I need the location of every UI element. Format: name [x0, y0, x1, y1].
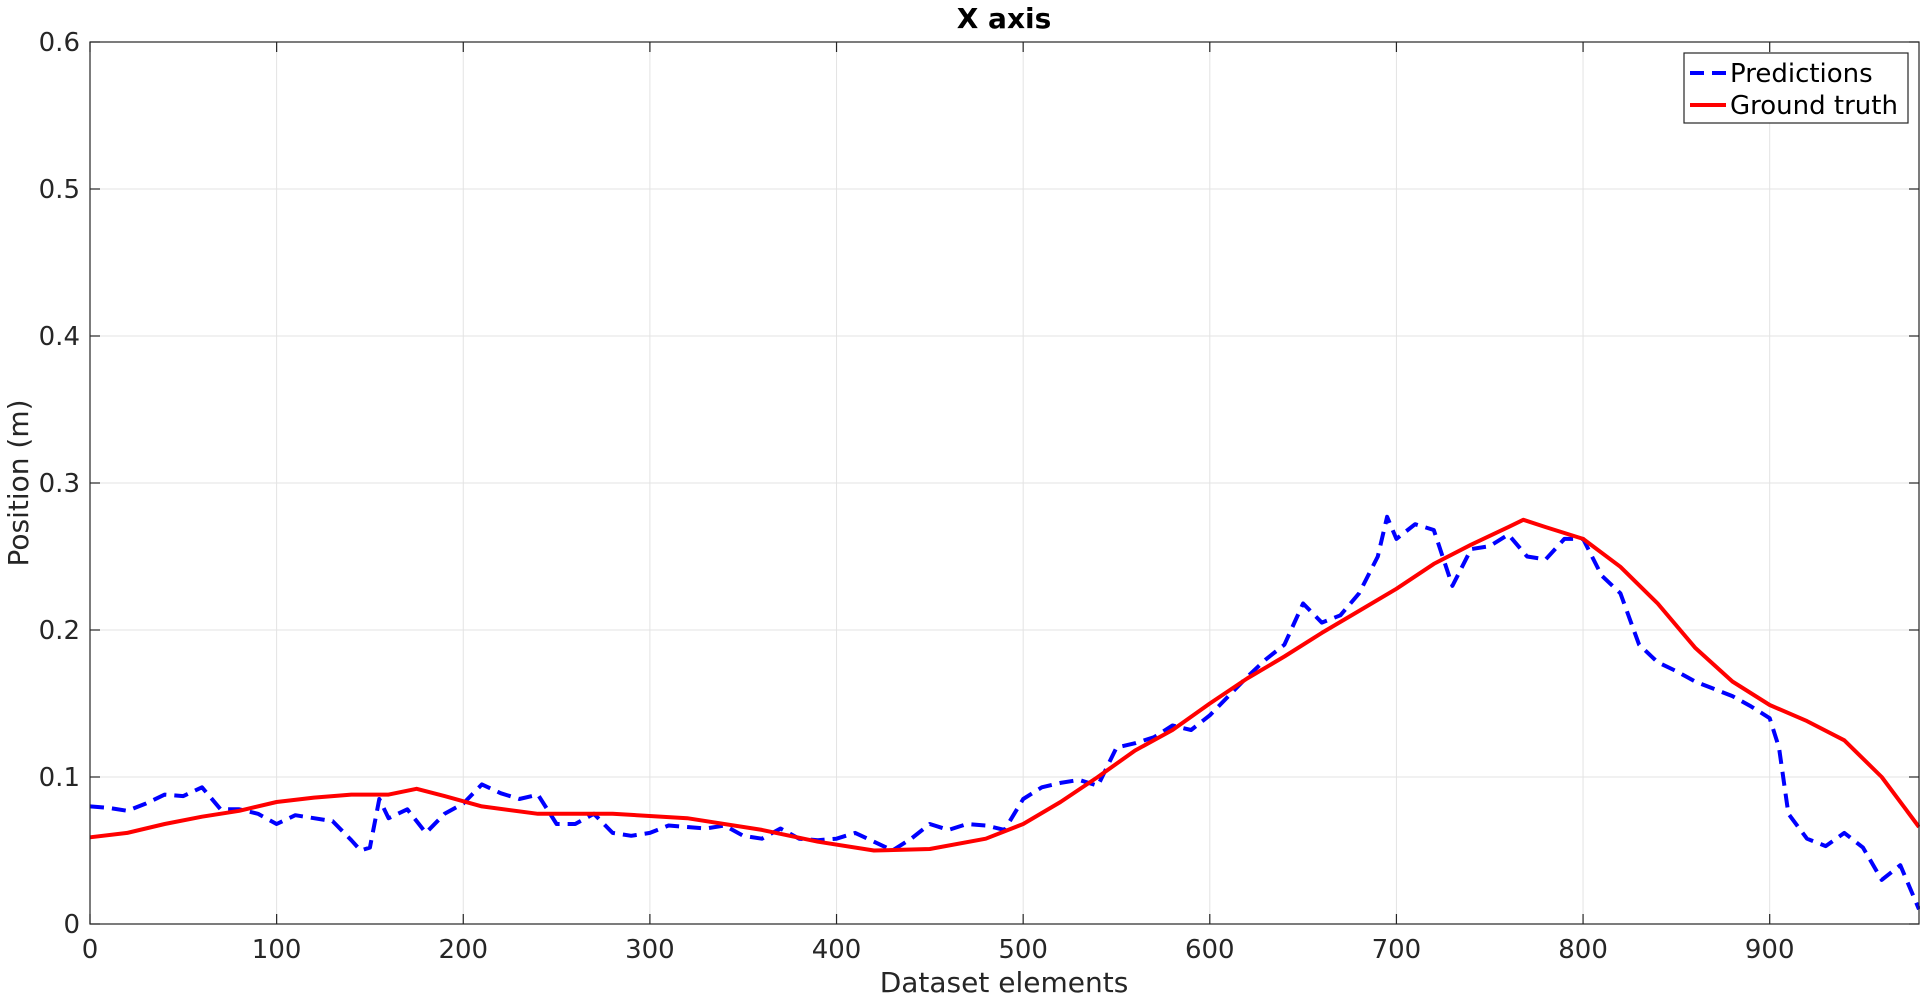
series-lines [89, 514, 1920, 911]
axis-ticks: 0 100 200 300 400 500 600 700 800 900 0 0.1 0.2 0.3 0.… [39, 28, 1919, 965]
x-tick-label: 800 [1558, 935, 1608, 965]
x-tick-label: 200 [438, 935, 488, 965]
legend-label-predictions: Predictions [1730, 59, 1873, 89]
y-tick-label: 0.6 [39, 28, 80, 58]
x-tick-label: 700 [1372, 935, 1422, 965]
x-tick-label: 400 [812, 935, 862, 965]
x-axis-label: Dataset elements [880, 966, 1129, 999]
y-tick-label: 0.3 [39, 469, 80, 499]
x-tick-label: 600 [1185, 935, 1235, 965]
series-line-ground-truth [89, 517, 1920, 853]
y-axis-label: Position (m) [2, 399, 35, 566]
y-tick-label: 0.5 [39, 175, 80, 205]
legend-box [1683, 52, 1909, 124]
y-tick-label: 0.1 [39, 763, 80, 793]
grid-lines [90, 42, 1919, 924]
x-tick-label: 500 [998, 935, 1048, 965]
legend-label-ground-truth: Ground truth [1730, 91, 1898, 121]
x-tick-label: 100 [252, 935, 302, 965]
chart-title: X axis [957, 2, 1052, 35]
legend: Predictions Ground truth [1683, 52, 1909, 124]
x-tick-label: 900 [1745, 935, 1795, 965]
x-tick-label: 300 [625, 935, 675, 965]
y-tick-label: 0 [63, 910, 80, 940]
x-tick-label: 0 [82, 935, 99, 965]
y-tick-label: 0.4 [39, 322, 80, 352]
y-tick-label: 0.2 [39, 616, 80, 646]
